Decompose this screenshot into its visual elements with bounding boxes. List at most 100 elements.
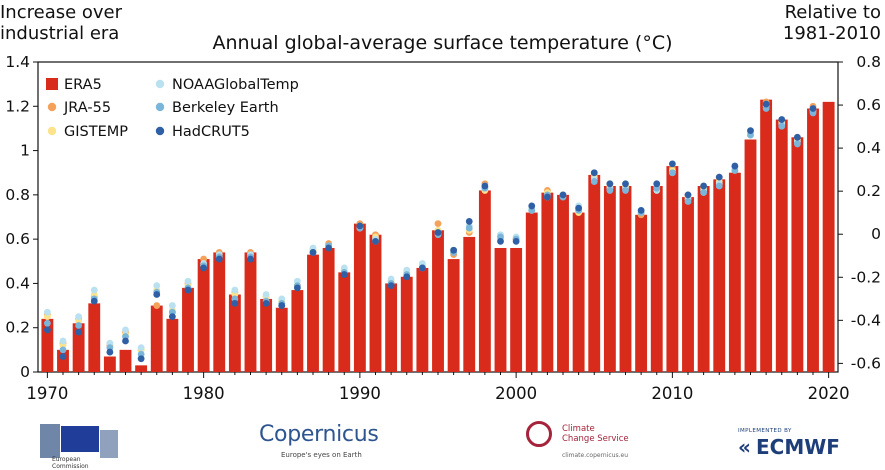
era5-bar [557,194,569,372]
era5-bar [775,119,788,372]
y-tick-label-right: 0 [871,225,881,243]
legend-swatch-hadcrut5 [155,126,165,136]
era5-bar [307,254,319,372]
era5-bar [510,248,523,372]
data-point-noaaglobaltemp [59,337,67,345]
y-tick-label-left: 0 [20,363,30,381]
data-point-noaaglobaltemp [43,308,51,316]
data-point-hadcrut5 [403,273,411,281]
data-point-berkeley-earth [465,224,473,232]
data-point-hadcrut5 [75,328,83,336]
era5-bar [666,166,679,372]
data-point-hadcrut5 [747,127,754,135]
data-point-hadcrut5 [325,244,333,252]
era5-bar [619,186,632,372]
data-point-berkeley-earth [715,182,723,190]
y-tick-label-right: -0.2 [851,268,881,286]
era5-bar [744,139,757,372]
data-point-noaaglobaltemp [137,344,145,352]
left-axis-caption-line2: industrial era [0,23,120,44]
era5-bar [635,214,648,372]
data-point-hadcrut5 [293,284,301,292]
era5-bar [541,192,554,372]
legend-swatch-berkeley-earth [155,102,165,112]
data-point-hadcrut5 [356,222,364,230]
copernicus-name: Copernicus [259,422,379,447]
data-point-hadcrut5 [543,193,551,201]
ecmwf-logo: IMPLEMENTED BY « ECMWF [738,418,858,468]
era5-bar [697,186,710,372]
legend-swatch-era5 [46,78,58,90]
data-point-berkeley-earth [684,198,692,205]
right-axis-caption-line1: Relative to [784,2,881,23]
era5-bar [322,248,335,372]
era5-bar [41,318,54,372]
data-point-hadcrut5 [340,271,348,278]
data-point-hadcrut5 [153,291,161,298]
data-point-hadcrut5 [137,355,145,363]
era5-bar [603,186,616,372]
temperature-chart: 0 0.2 0.4 0.6 0.8 1 1.2 1.4 -0.6 -0.4 -0.2 0 0.2 0.4 0… [5,53,881,403]
y-tick-label-left: 1.4 [5,53,30,71]
data-point-hadcrut5 [90,297,98,305]
legend-label-jra-55: JRA-55 [63,100,111,116]
data-point-hadcrut5 [700,182,708,190]
data-point-berkeley-earth [668,169,676,177]
era5-bar [291,290,304,372]
legend-swatch-gistemp [47,126,57,136]
climate-change-service-logo: Climate Change Service climate.copernicu… [526,418,636,468]
y-tick-label-right: 0.8 [856,53,881,71]
era5-bar [197,259,210,372]
data-point-jra-55 [153,302,161,309]
legend-label-gistemp: GISTEMP [64,124,128,140]
copernicus-tagline: Europe's eyes on Earth [281,451,362,459]
data-point-jra-55 [434,220,442,228]
era5-bar [463,236,476,372]
data-point-hadcrut5 [778,116,786,123]
data-point-hadcrut5 [418,264,426,272]
data-point-hadcrut5 [122,337,129,345]
era5-bar [150,305,163,372]
data-point-berkeley-earth [793,140,801,148]
data-point-berkeley-earth [75,322,83,329]
data-point-hadcrut5 [684,191,692,199]
thermometer-icon [526,421,552,447]
legend-label-berkeley-earth: Berkeley Earth [172,100,279,116]
data-point-hadcrut5 [372,237,379,245]
era5-bar [822,101,835,372]
data-point-hadcrut5 [731,162,739,170]
building-icon [40,424,60,458]
era5-bar [275,307,288,372]
y-tick-label-left: 0.6 [5,230,30,248]
era5-bar [478,190,491,372]
eu-flag-icon [61,426,99,452]
era5-bar [369,234,382,372]
y-tick-label-right: 0.2 [856,182,881,200]
y-tick-label-left: 0.4 [5,274,30,292]
data-point-noaaglobaltemp [184,277,192,285]
era5-bar [682,197,694,372]
data-point-hadcrut5 [762,100,770,108]
y-tick-label-left: 1.2 [5,97,30,115]
era5-bar [760,99,773,373]
era5-bar [432,230,444,372]
era5-bar [807,108,819,372]
era5-bar [588,174,601,372]
left-axis-caption: Increase over industrial era [0,2,122,44]
data-point-hadcrut5 [809,105,817,112]
data-point-hadcrut5 [200,264,208,272]
data-point-berkeley-earth [700,189,708,197]
data-point-hadcrut5 [637,206,645,214]
building-icon [100,430,118,458]
era5-bar [791,137,804,372]
data-point-hadcrut5 [43,326,51,334]
data-point-hadcrut5 [622,180,629,188]
data-point-hadcrut5 [653,180,661,188]
era5-bar [447,259,460,372]
ecmwf-mark-icon: « [738,435,751,459]
era5-bar [119,349,132,372]
legend-swatch-noaaglobaltemp [155,79,165,89]
data-point-hadcrut5 [215,255,223,263]
data-point-hadcrut5 [497,237,504,245]
data-point-hadcrut5 [590,169,598,177]
